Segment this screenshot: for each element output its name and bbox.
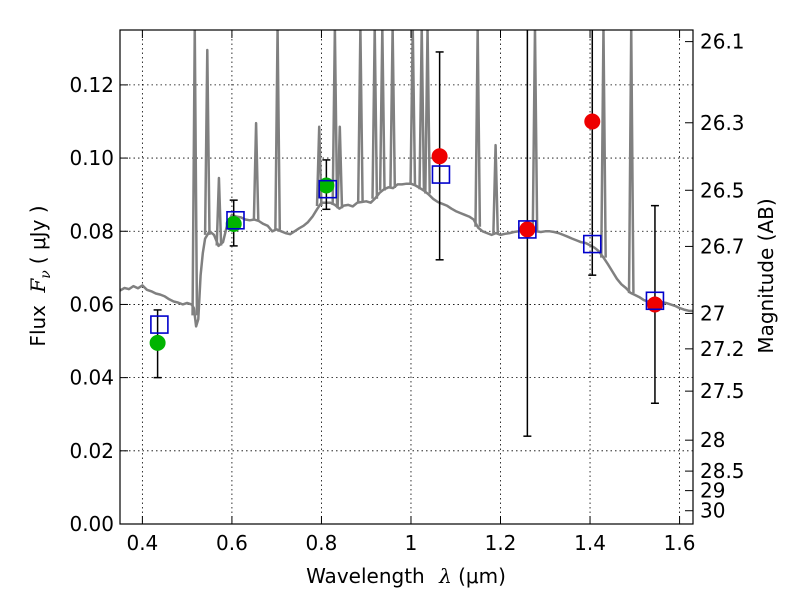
observed-point-red (431, 148, 448, 165)
plot-frame (119, 29, 694, 525)
emission-line-spike (409, 30, 417, 185)
emission-line-spike (203, 48, 211, 235)
magnitude-tick-label: 29 (700, 479, 725, 503)
x-tick-label: 1 (405, 531, 418, 555)
magnitude-tick-label: 27.2 (700, 337, 745, 361)
x-tick-label: 1.4 (574, 531, 606, 555)
y-tick-label: 0.00 (69, 512, 114, 536)
magnitude-tick-label: 27.5 (700, 379, 745, 403)
emission-line-spike (252, 121, 260, 221)
emission-line-spike (378, 30, 386, 191)
x-axis-label: Wavelength λ (μm) (306, 564, 506, 588)
emission-line-spike (389, 30, 397, 189)
x-tick-labels: 0.4 0.6 0.8 1 1.2 1.4 1.6 (126, 531, 695, 555)
error-bars (153, 30, 659, 437)
magnitude-axis-label: Magnitude (AB) (754, 198, 778, 353)
model-photometry-square (318, 179, 338, 199)
magnitude-tick-label: 26.7 (700, 234, 745, 258)
emission-line-spike (492, 143, 500, 234)
magnitude-tick-label: 28.5 (700, 459, 745, 483)
x-tick-label: 1.6 (664, 531, 696, 555)
emission-lines (191, 30, 635, 316)
y-tick-label: 0.12 (69, 73, 114, 97)
magnitude-tick-label: 26.3 (700, 111, 745, 135)
x-tick-label: 1.2 (485, 531, 517, 555)
emission-line-spike (315, 125, 323, 207)
emission-line-spike (531, 30, 539, 232)
emission-line-spike (424, 30, 431, 194)
magnitude-tick-label: 26.5 (700, 178, 745, 202)
emission-line-spike (336, 125, 344, 209)
y-axis-label: Flux Fν( μJy ) (26, 205, 54, 346)
model-photometry-square (226, 210, 245, 230)
axis-ticks (120, 30, 693, 525)
x-tick-label: 0.6 (216, 531, 248, 555)
emission-line-spike (627, 30, 635, 294)
emission-line-spike (474, 30, 482, 227)
emission-line-spike (356, 30, 364, 203)
markers (149, 113, 665, 351)
model-photometry-square (431, 165, 451, 184)
emission-line-spike (418, 30, 426, 190)
observed-point-red (519, 221, 536, 238)
y-tick-label: 0.02 (69, 439, 114, 463)
model-photometry-square (582, 234, 602, 254)
emission-line-spike (371, 30, 379, 199)
model-photometry-square (645, 291, 665, 311)
model-photometry-square (518, 220, 537, 239)
emission-line-spike (274, 30, 282, 230)
observed-point-green (149, 334, 166, 351)
x-tick-label: 0.4 (126, 531, 158, 555)
y-tick-label: 0.06 (69, 292, 114, 316)
model-photometry-square (150, 315, 169, 334)
y-tick-labels: 0.00 0.02 0.04 0.06 0.08 0.10 0.12 (69, 73, 114, 536)
magnitude-tick-label: 27 (700, 301, 725, 325)
x-tick-label: 0.8 (306, 531, 338, 555)
emission-line-spike (215, 176, 223, 246)
magnitude-tick-label: 26.1 (700, 30, 745, 54)
y-tick-label: 0.10 (69, 146, 114, 170)
emission-line-spike (600, 30, 607, 258)
y-tick-label: 0.04 (69, 366, 114, 390)
plot-area (120, 30, 693, 437)
model-sed-line (120, 182, 693, 328)
magnitude-tick-label: 28 (700, 428, 725, 452)
y-tick-label: 0.08 (69, 219, 114, 243)
emission-line-spike (191, 30, 199, 316)
magnitude-tick-label: 30 (700, 499, 725, 523)
observed-point-red (584, 113, 601, 130)
observed-point-red (646, 296, 663, 313)
emission-line-spike (331, 30, 339, 205)
